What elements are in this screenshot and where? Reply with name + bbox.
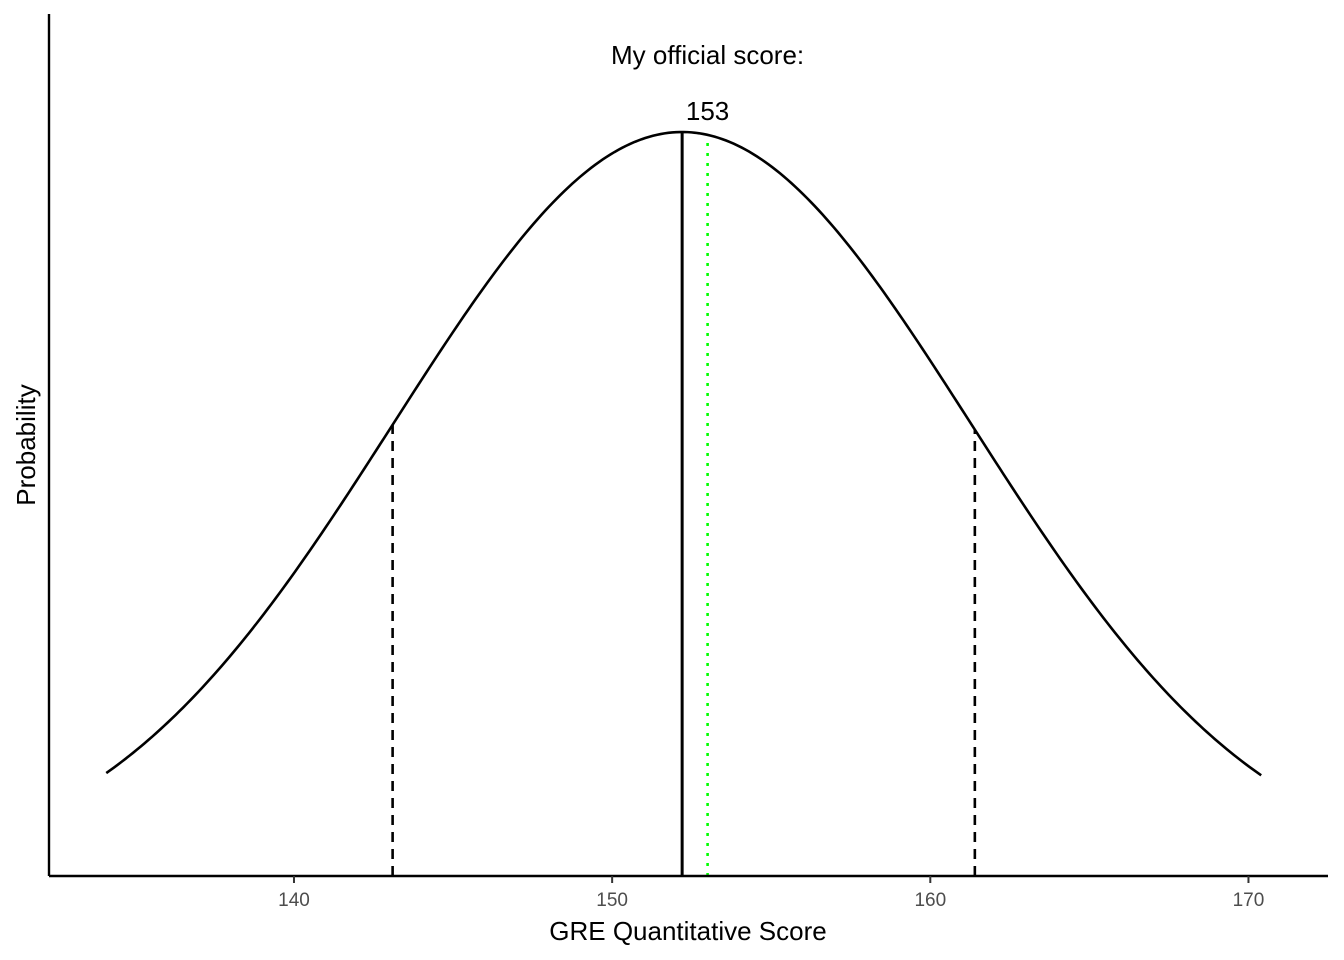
x-axis-ticks: 140 150 160 170	[278, 876, 1264, 911]
x-tick-label: 160	[914, 890, 946, 911]
density-curve	[105, 130, 1262, 777]
annotation-label: My official score:	[611, 40, 804, 70]
x-tick-label: 140	[278, 890, 310, 911]
annotation-score: 153	[686, 96, 729, 126]
x-axis-title: GRE Quantitative Score	[549, 916, 826, 946]
y-axis-title: Probability	[11, 384, 41, 505]
reference-lines	[391, 132, 977, 876]
x-tick-label: 170	[1233, 890, 1265, 911]
x-tick-label: 150	[596, 890, 628, 911]
